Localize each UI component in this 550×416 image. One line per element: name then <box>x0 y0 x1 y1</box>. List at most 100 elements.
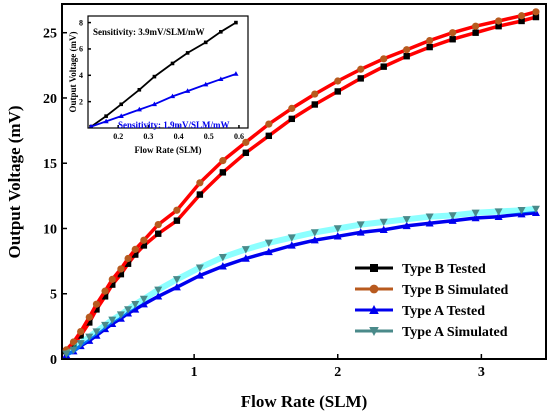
inset-annotation-type-b: Sensitivity: 3.9mV/SLM/mW <box>93 27 205 37</box>
inset-axes-layer: 0.2 0.3 0.4 0.5 0.6 2 4 6 8 <box>79 18 244 141</box>
data-point-type-b-tested <box>334 88 341 95</box>
main-x-tick-label: 1 <box>191 365 198 380</box>
data-point-type-b-tested <box>449 36 456 43</box>
data-point-type-a-simulated <box>116 311 125 319</box>
inset-point-type-a <box>185 88 191 93</box>
inset-y-tick-label: 6 <box>79 45 83 54</box>
data-point-type-a-simulated <box>124 306 133 314</box>
data-point-type-b-simulated <box>532 8 540 16</box>
data-point-type-b-simulated <box>131 245 139 253</box>
inset-plot-frame <box>87 15 249 129</box>
data-point-type-a-simulated <box>264 239 273 248</box>
inset-point-type-b <box>203 40 208 45</box>
inset-point-type-b <box>234 20 238 25</box>
data-point-type-a-simulated <box>108 316 117 325</box>
main-y-axis-title: Output Voltage (mV) <box>5 105 24 258</box>
data-point-type-a-simulated <box>241 246 250 254</box>
legend-item-type-a-simulated: Type A Simulated <box>355 325 508 340</box>
data-point-type-a-simulated <box>448 212 457 220</box>
inset-point-type-b <box>185 51 190 55</box>
data-point-type-b-simulated <box>517 12 526 20</box>
data-point-type-a-simulated <box>287 234 296 242</box>
data-point-type-a-simulated <box>425 213 434 221</box>
data-point-type-b-simulated <box>265 120 273 128</box>
main-y-tick-label: 25 <box>43 27 57 42</box>
data-point-type-b-simulated <box>311 90 319 98</box>
data-point-type-a-simulated <box>139 295 148 304</box>
data-point-type-a-simulated <box>101 321 110 330</box>
data-point-type-a-simulated <box>333 225 342 233</box>
inset-point-type-a <box>118 113 124 118</box>
data-point-type-b-tested <box>155 230 162 237</box>
data-point-type-a-simulated <box>379 218 388 227</box>
data-point-type-a-tested <box>139 299 148 308</box>
data-point-type-a-tested <box>131 305 140 313</box>
data-point-type-b-simulated <box>69 338 78 346</box>
inset-x-tick-label: 0.6 <box>234 132 244 141</box>
inset-y-tick-label: 4 <box>79 71 83 80</box>
data-point-type-a-tested <box>310 236 319 244</box>
data-point-type-b-simulated <box>77 327 85 336</box>
data-point-type-a-simulated <box>531 205 540 214</box>
data-point-type-b-simulated <box>154 220 162 229</box>
data-point-type-b-simulated <box>173 206 181 214</box>
main-y-tick-label: 10 <box>43 222 57 237</box>
data-point-type-b-tested <box>101 293 109 300</box>
data-point-type-a-tested <box>448 216 457 224</box>
data-point-type-b-tested <box>380 63 387 70</box>
data-point-type-b-simulated <box>85 313 93 321</box>
data-point-type-a-simulated <box>494 208 503 216</box>
main-series-layer <box>62 8 540 359</box>
legend-marker <box>369 327 379 336</box>
data-point-type-b-tested <box>109 281 116 288</box>
data-point-type-a-simulated <box>218 253 227 262</box>
data-point-type-b-tested <box>117 270 125 278</box>
data-point-type-b-simulated <box>92 300 101 308</box>
data-point-type-b-simulated <box>472 22 480 30</box>
data-point-type-a-tested <box>264 247 273 256</box>
inset-y-tick-label: 8 <box>79 18 83 27</box>
data-point-type-a-tested <box>287 241 296 249</box>
data-point-type-b-simulated <box>242 138 250 146</box>
data-point-type-a-simulated <box>131 300 140 309</box>
data-point-type-a-tested <box>402 221 411 230</box>
data-point-type-a-tested <box>471 213 480 222</box>
data-point-type-b-simulated <box>219 157 227 165</box>
inset-point-type-b <box>170 61 175 66</box>
legend-label: Type B Tested <box>402 262 486 277</box>
main-plot-frame <box>61 3 547 360</box>
main-x-tick-label: 2 <box>334 365 341 380</box>
inset-x-tick-label: 0.3 <box>143 132 153 141</box>
data-point-type-b-simulated <box>449 29 457 37</box>
inset-y-tick-label: 2 <box>79 97 83 106</box>
data-point-type-b-tested <box>132 251 139 258</box>
data-point-type-b-tested <box>173 217 181 224</box>
inset-point-type-b <box>152 74 157 79</box>
inset-point-type-b <box>137 87 142 92</box>
data-point-type-a-tested <box>154 292 163 300</box>
data-point-type-a-simulated <box>154 286 163 295</box>
inset-line-type-a <box>90 73 237 128</box>
data-point-type-a-simulated <box>402 216 411 224</box>
data-point-type-a-simulated <box>517 207 526 215</box>
data-point-type-a-simulated <box>195 264 204 272</box>
data-point-type-a-tested <box>195 271 204 279</box>
legend-marker <box>369 284 379 294</box>
data-point-type-b-tested <box>242 149 250 156</box>
main-axes-layer: 1 2 3 0 5 10 15 20 25 <box>43 27 485 380</box>
data-point-type-b-tested <box>196 191 204 198</box>
legend-marker <box>369 305 379 314</box>
inset-y-axis-title: Output Voltage (mV) <box>68 31 78 112</box>
main-y-tick-label: 15 <box>43 157 57 172</box>
data-point-type-b-tested <box>265 132 273 140</box>
series-type-a-tested <box>62 208 540 359</box>
inset-point-type-a <box>233 71 239 76</box>
inset-x-axis-title: Flow Rate (SLM) <box>135 145 202 155</box>
inset-series-type-a <box>88 71 239 129</box>
data-point-type-b-tested <box>219 169 227 176</box>
data-point-type-b-simulated <box>140 236 148 244</box>
inset-x-tick-label: 0.5 <box>204 132 214 141</box>
data-point-type-a-tested <box>333 232 342 240</box>
data-point-type-b-tested <box>93 306 100 313</box>
data-point-type-b-tested <box>124 260 132 267</box>
